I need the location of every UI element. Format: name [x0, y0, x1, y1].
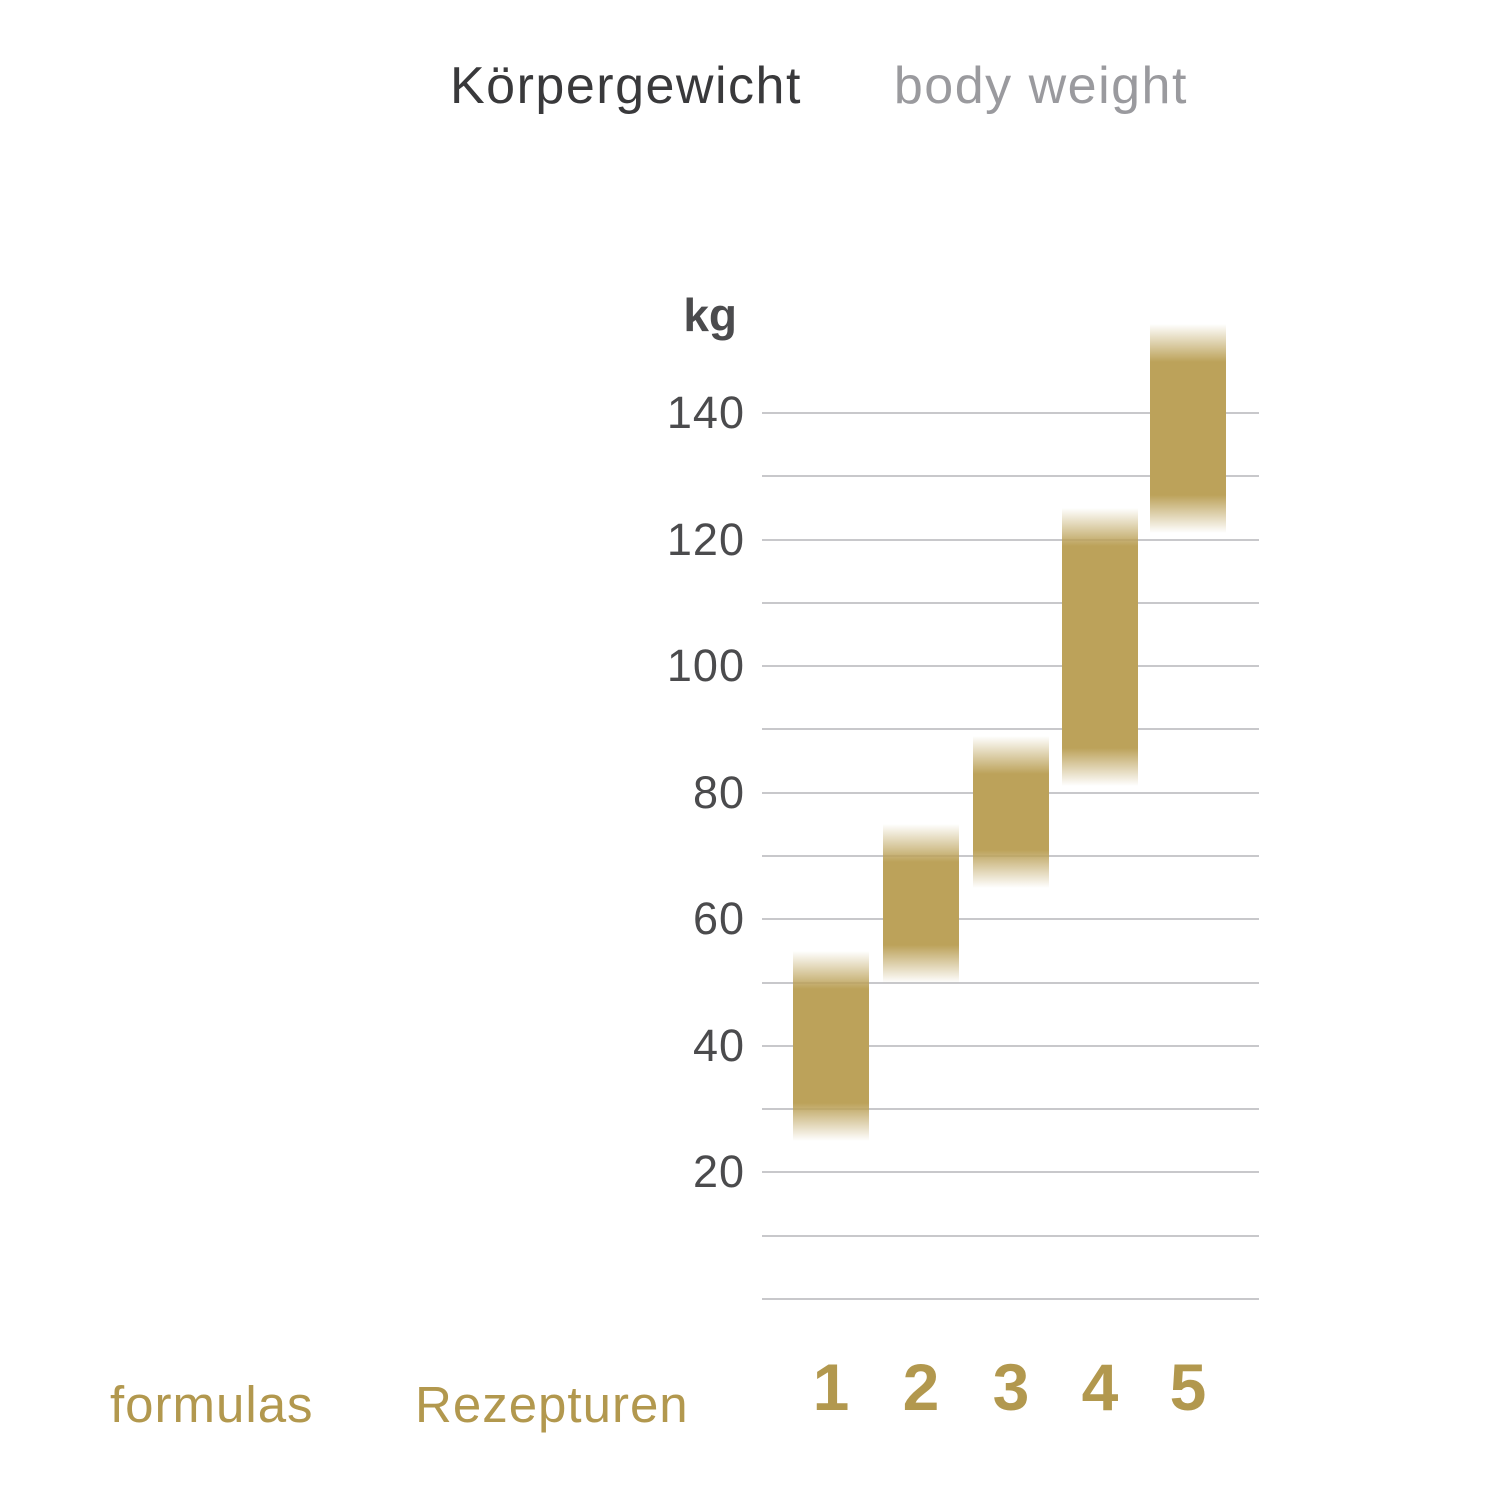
gridline-50kg [762, 981, 1259, 984]
gridline-110kg [762, 601, 1259, 604]
x-axis-label-formula-5: 5 [1169, 1350, 1207, 1424]
y-tick-120: 120 [666, 513, 745, 565]
x-axis-label-formula-3: 3 [992, 1350, 1030, 1424]
x-axis-label-formula-4: 4 [1081, 1350, 1119, 1424]
gridline-30kg [762, 1108, 1259, 1111]
gridline-60kg [762, 918, 1259, 921]
x-axis-label-formula-2: 2 [902, 1350, 940, 1424]
gridline-40kg [762, 1044, 1259, 1047]
x-axis-caption-german: Rezepturen [415, 1376, 689, 1433]
chart-title-english: body weight [893, 57, 1188, 115]
y-axis-unit-label: kg [683, 289, 737, 341]
gridline-100kg [762, 665, 1259, 668]
x-axis-label-formula-1: 1 [812, 1350, 850, 1424]
gridline-10kg [762, 1234, 1259, 1237]
gridline-130kg [762, 475, 1259, 478]
range-bar-formula-4 [1062, 507, 1138, 787]
weight-range-chart: kg 20 40 60 80 100 120 140 1 2 3 4 5 [667, 289, 1259, 1420]
y-tick-100: 100 [666, 640, 745, 692]
y-tick-140: 140 [666, 386, 745, 438]
gridline-90kg [762, 728, 1259, 731]
y-tick-60: 60 [692, 893, 745, 945]
range-bar-formula-5 [1150, 324, 1226, 534]
gridline-0kg [762, 1298, 1259, 1300]
chart-title: Körpergewicht body weight [450, 56, 1188, 116]
chart-title-german: Körpergewicht [450, 57, 802, 115]
range-bar-formula-2 [883, 824, 959, 983]
y-tick-40: 40 [692, 1019, 745, 1071]
gridline-20kg [762, 1171, 1259, 1174]
y-tick-20: 20 [692, 1146, 745, 1198]
gridline-140kg [762, 411, 1259, 414]
range-bar-formula-1 [793, 950, 869, 1141]
range-bar-formula-3 [973, 735, 1049, 888]
gridline-120kg [762, 538, 1259, 541]
y-tick-80: 80 [692, 766, 745, 818]
x-axis-caption-english: formulas [110, 1376, 314, 1433]
